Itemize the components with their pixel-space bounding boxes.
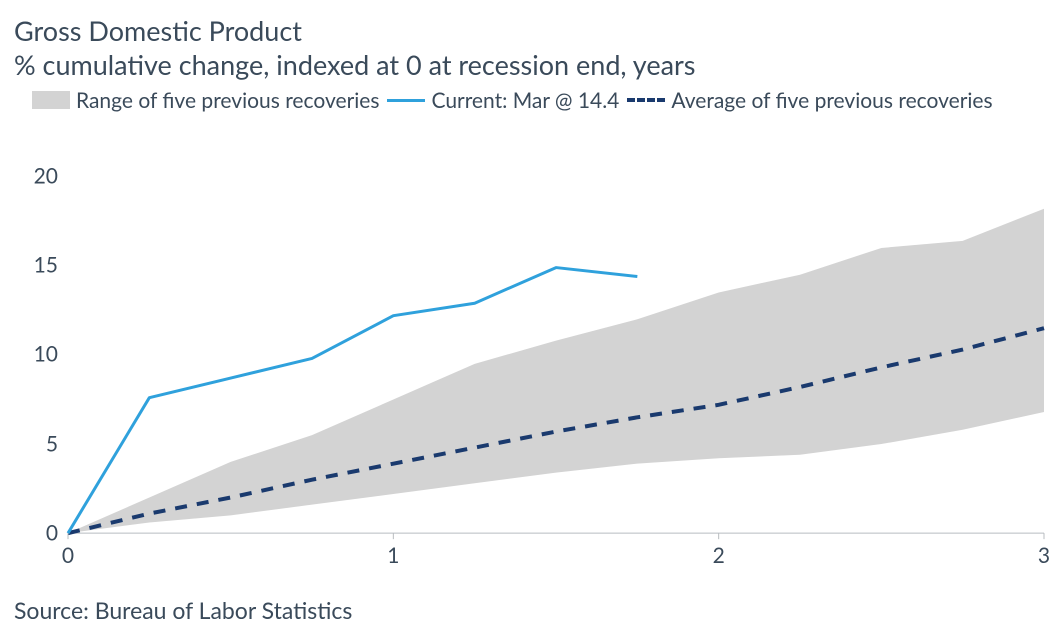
x-tick-label: 0 — [62, 543, 74, 568]
legend-item-average: Average of five previous recoveries — [627, 88, 992, 113]
legend-average-label: Average of five previous recoveries — [671, 88, 992, 113]
x-tick-label: 2 — [713, 543, 725, 568]
plot-svg — [14, 131, 1050, 591]
legend: Range of five previous recoveries Curren… — [32, 88, 1053, 113]
chart-title-line-2: % cumulative change, indexed at 0 at rec… — [14, 48, 1053, 82]
chart-container: Gross Domestic Product % cumulative chan… — [0, 0, 1061, 632]
range-swatch-icon — [32, 91, 70, 109]
y-tick-label: 10 — [14, 342, 58, 367]
average-swatch-icon — [627, 98, 665, 102]
y-tick-label: 5 — [14, 431, 58, 456]
legend-range-label: Range of five previous recoveries — [76, 88, 379, 113]
y-tick-label: 20 — [14, 164, 58, 189]
y-tick-label: 0 — [14, 520, 58, 545]
legend-current-label: Current: Mar @ 14.4 — [431, 88, 619, 113]
chart-title-line-1: Gross Domestic Product — [14, 14, 1053, 48]
title-block: Gross Domestic Product % cumulative chan… — [14, 14, 1053, 82]
plot-area: 0 5 10 15 20 0 1 2 3 — [14, 131, 1050, 591]
x-tick-label: 1 — [387, 543, 399, 568]
x-tick-label: 3 — [1038, 543, 1050, 568]
current-swatch-icon — [387, 99, 425, 102]
legend-item-range: Range of five previous recoveries — [32, 88, 379, 113]
range-area — [68, 208, 1044, 532]
y-tick-label: 15 — [14, 253, 58, 278]
source-text: Source: Bureau of Labor Statistics — [14, 596, 352, 624]
legend-item-current: Current: Mar @ 14.4 — [387, 88, 619, 113]
